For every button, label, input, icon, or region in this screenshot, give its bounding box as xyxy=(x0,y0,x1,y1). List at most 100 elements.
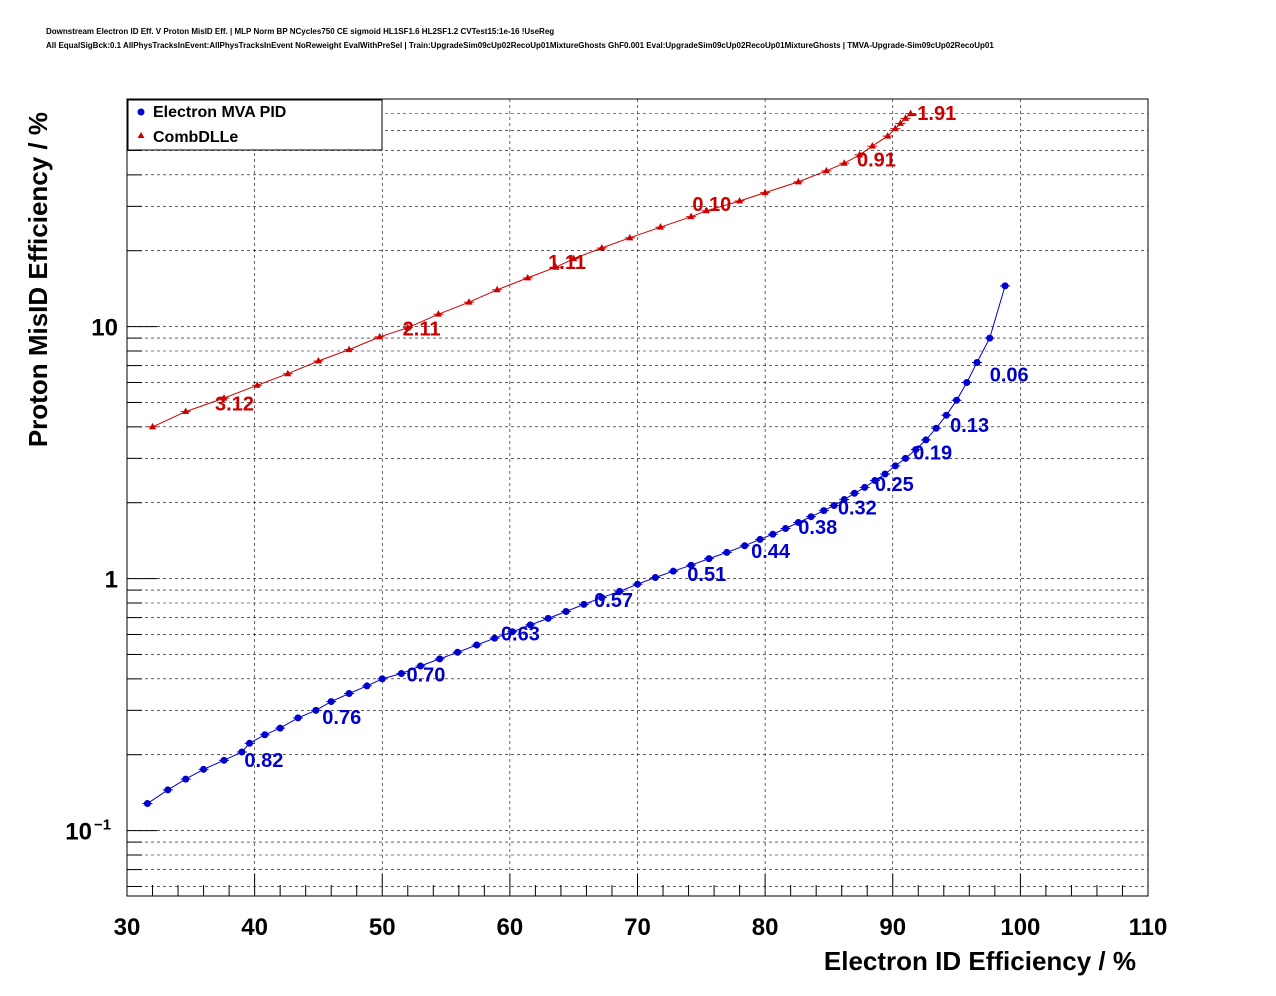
grid-lines xyxy=(126,98,1149,896)
legend-marker-electron-mva xyxy=(137,108,145,116)
legend-box xyxy=(127,99,383,151)
data-point xyxy=(345,345,353,353)
series-line xyxy=(147,285,1006,805)
data-point xyxy=(626,233,634,241)
data-point xyxy=(294,714,302,722)
series-combdlle xyxy=(147,109,916,430)
y-tick-label: 10 xyxy=(65,819,92,846)
x-tick-label: 40 xyxy=(241,914,268,941)
data-point xyxy=(769,530,777,538)
data-point xyxy=(524,273,532,281)
series-layer xyxy=(142,109,1011,808)
data-point xyxy=(378,675,386,683)
data-point xyxy=(1001,282,1009,290)
point-labels: 0.82 0.76 0.70 0.63 0.57 0.51 0.44 0.380.320.25… xyxy=(215,103,1029,772)
data-point xyxy=(656,223,664,230)
chart-title-line-2: All EqualSigBck:0.1 AllPhysTracksInEvent… xyxy=(46,41,994,50)
legend-label-electron-mva: Electron MVA PID xyxy=(153,104,286,121)
data-point xyxy=(830,501,838,509)
data-point xyxy=(634,580,641,588)
chart-title-line-1: Downstream Electron ID Eff. V Proton Mis… xyxy=(46,27,555,36)
data-point xyxy=(436,655,444,663)
data-point xyxy=(580,600,588,608)
data-point xyxy=(723,548,731,556)
data-point xyxy=(493,285,501,293)
y-tick-label: 1 xyxy=(105,567,118,594)
x-tick-label: 100 xyxy=(1000,914,1040,941)
data-point xyxy=(963,378,971,386)
point-label: 3.12 xyxy=(215,393,254,415)
data-point xyxy=(238,748,246,756)
data-point xyxy=(922,436,930,444)
point-label: 0.38 xyxy=(798,517,837,539)
point-label: 0.19 xyxy=(913,442,952,464)
data-point xyxy=(669,567,677,575)
data-point xyxy=(376,332,384,340)
data-point xyxy=(973,359,981,367)
data-point xyxy=(705,555,713,563)
point-label: 0.76 xyxy=(322,707,361,729)
data-point xyxy=(820,507,828,515)
data-point xyxy=(397,670,405,678)
data-point xyxy=(491,634,499,642)
point-label: 2.11 xyxy=(403,319,441,341)
data-point xyxy=(182,407,190,415)
data-point xyxy=(598,594,606,602)
data-point xyxy=(871,477,879,485)
point-label: 1.11 xyxy=(548,252,586,274)
data-point xyxy=(912,446,920,454)
data-point xyxy=(552,263,560,270)
data-point xyxy=(363,682,371,690)
data-point xyxy=(616,587,624,595)
data-point xyxy=(276,724,284,732)
data-point xyxy=(687,212,695,220)
data-point xyxy=(861,483,869,491)
data-point xyxy=(651,573,659,581)
data-point xyxy=(896,119,904,126)
data-point xyxy=(881,470,889,478)
data-point xyxy=(570,254,578,262)
data-point xyxy=(404,323,412,331)
data-point xyxy=(856,150,864,158)
data-point xyxy=(902,454,910,462)
data-point xyxy=(850,489,858,497)
data-point xyxy=(756,535,764,543)
legend: Electron MVA PID CombDLLe xyxy=(127,99,383,151)
data-point xyxy=(473,641,481,649)
x-tick-label: 60 xyxy=(497,914,524,941)
x-tick-label: 110 xyxy=(1129,914,1168,941)
data-point xyxy=(246,739,254,747)
data-point xyxy=(284,369,292,377)
data-point xyxy=(942,411,950,419)
y-tick-label: 10 xyxy=(91,315,118,342)
data-point xyxy=(807,513,815,521)
data-point xyxy=(508,628,516,636)
point-label: 0.44 xyxy=(751,541,791,563)
data-point xyxy=(164,786,172,794)
data-point xyxy=(794,518,802,526)
y-tick-label-exponent: −1 xyxy=(94,817,111,834)
data-point xyxy=(986,334,994,342)
data-point xyxy=(314,357,322,364)
data-point xyxy=(868,142,876,149)
data-point xyxy=(465,298,473,305)
point-label: 0.82 xyxy=(244,750,283,772)
data-point xyxy=(312,706,320,714)
data-point xyxy=(253,381,261,388)
data-point xyxy=(902,114,910,121)
data-point xyxy=(434,310,442,317)
data-point xyxy=(932,424,940,432)
point-label: 0.25 xyxy=(875,474,914,496)
data-point xyxy=(261,731,269,739)
data-point xyxy=(149,422,157,430)
data-point xyxy=(822,166,830,174)
point-label: 0.57 xyxy=(594,590,633,612)
data-point xyxy=(840,159,848,166)
data-point xyxy=(220,756,228,764)
point-label: 0.32 xyxy=(838,498,877,520)
point-label: 0.06 xyxy=(990,365,1029,387)
data-point xyxy=(782,525,790,533)
data-point xyxy=(891,462,899,470)
